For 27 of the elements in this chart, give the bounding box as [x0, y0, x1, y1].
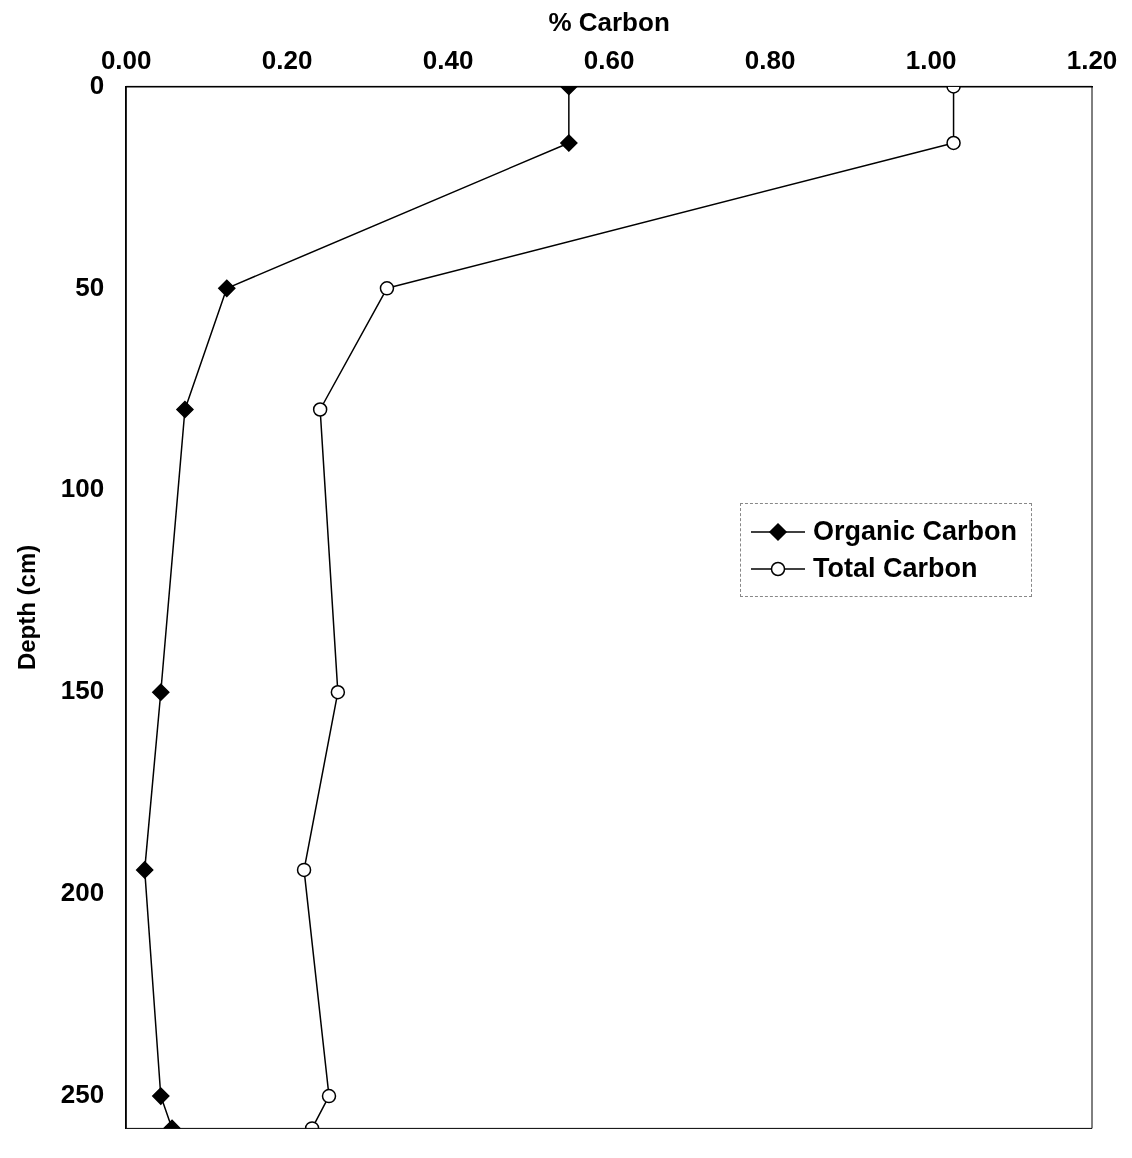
y-tick-label: 250	[60, 1079, 105, 1110]
point	[946, 135, 961, 151]
y-tick-label: 50	[75, 271, 105, 302]
x-tick-label: 0.20	[261, 44, 313, 75]
legend-label: Organic Carbon	[813, 516, 1018, 548]
y-tick-label: 100	[60, 473, 105, 504]
point	[152, 683, 170, 701]
y-tick-label: 200	[60, 877, 105, 908]
y-tick-label: 150	[60, 675, 105, 706]
x-tick-label: 1.00	[905, 44, 957, 75]
point	[560, 134, 578, 152]
x-tick-label: 0.80	[744, 44, 796, 75]
point	[218, 279, 236, 298]
point	[330, 684, 346, 700]
point	[321, 1088, 337, 1104]
point	[312, 402, 328, 417]
point	[379, 281, 395, 296]
point	[296, 862, 312, 878]
x-tick-label: 0.60	[583, 44, 635, 75]
y-axis-title: Depth (cm)	[13, 544, 41, 671]
point	[152, 1087, 170, 1105]
point	[176, 400, 194, 419]
x-axis-title: % Carbon	[548, 6, 670, 37]
legend-label: Total Carbon	[813, 553, 978, 585]
x-tick-label: 0.40	[422, 44, 474, 75]
point	[135, 861, 154, 879]
x-tick-label: 1.20	[1066, 44, 1118, 75]
